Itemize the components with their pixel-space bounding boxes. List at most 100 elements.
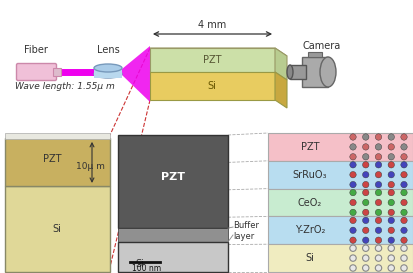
Bar [5, 186, 110, 272]
Text: SrRuO₃: SrRuO₃ [293, 170, 327, 180]
Bar [118, 242, 228, 272]
Polygon shape [150, 48, 275, 72]
Bar [268, 189, 413, 216]
Circle shape [375, 199, 382, 206]
Circle shape [401, 171, 407, 178]
Circle shape [401, 237, 407, 244]
Circle shape [363, 255, 369, 261]
Text: Si: Si [52, 224, 62, 234]
Circle shape [363, 144, 369, 150]
Circle shape [401, 199, 407, 206]
Circle shape [375, 237, 382, 244]
Bar [290, 65, 306, 79]
Text: 4 mm: 4 mm [198, 20, 226, 30]
Text: PZT: PZT [301, 142, 319, 152]
Circle shape [401, 265, 407, 271]
Text: Si: Si [306, 253, 314, 263]
Circle shape [375, 209, 382, 216]
Circle shape [375, 265, 382, 271]
Circle shape [363, 217, 369, 224]
Bar [302, 57, 328, 87]
Text: PZT: PZT [203, 55, 221, 65]
Circle shape [375, 255, 382, 261]
Circle shape [375, 181, 382, 188]
Bar [118, 135, 228, 228]
Ellipse shape [287, 65, 293, 79]
Circle shape [363, 171, 369, 178]
Circle shape [375, 245, 382, 251]
Circle shape [363, 162, 369, 168]
Circle shape [388, 171, 394, 178]
Circle shape [363, 154, 369, 160]
Circle shape [388, 144, 394, 150]
Circle shape [363, 227, 369, 233]
Circle shape [375, 189, 382, 196]
Circle shape [350, 144, 356, 150]
Text: 10μ m: 10μ m [76, 162, 104, 171]
Circle shape [401, 209, 407, 216]
Circle shape [350, 162, 356, 168]
Circle shape [350, 154, 356, 160]
Bar [268, 244, 413, 272]
Circle shape [350, 237, 356, 244]
Bar [5, 133, 110, 139]
Text: Buffer
layer: Buffer layer [233, 221, 259, 241]
Circle shape [388, 134, 394, 140]
Text: Fiber: Fiber [24, 45, 48, 55]
Ellipse shape [94, 70, 122, 78]
Circle shape [401, 227, 407, 233]
Circle shape [401, 154, 407, 160]
Circle shape [375, 162, 382, 168]
Circle shape [350, 209, 356, 216]
Circle shape [401, 189, 407, 196]
Circle shape [401, 144, 407, 150]
Circle shape [350, 181, 356, 188]
Circle shape [388, 189, 394, 196]
Circle shape [388, 199, 394, 206]
Text: Y-ZrO₂: Y-ZrO₂ [295, 225, 325, 235]
Bar [5, 138, 110, 186]
Text: Lens: Lens [97, 45, 119, 55]
Circle shape [350, 245, 356, 251]
Circle shape [363, 265, 369, 271]
Circle shape [375, 217, 382, 224]
Circle shape [388, 217, 394, 224]
Circle shape [363, 199, 369, 206]
Circle shape [388, 209, 394, 216]
Circle shape [401, 134, 407, 140]
Circle shape [350, 171, 356, 178]
Circle shape [363, 181, 369, 188]
FancyBboxPatch shape [17, 64, 57, 81]
Circle shape [350, 217, 356, 224]
Circle shape [363, 237, 369, 244]
Circle shape [350, 265, 356, 271]
Circle shape [401, 162, 407, 168]
Circle shape [388, 181, 394, 188]
Circle shape [350, 199, 356, 206]
Circle shape [388, 237, 394, 244]
Bar [268, 161, 413, 189]
Circle shape [350, 134, 356, 140]
Polygon shape [275, 48, 287, 80]
Text: Wave length: 1.55μ m: Wave length: 1.55μ m [15, 82, 115, 91]
Bar [308, 52, 322, 57]
Bar [268, 133, 413, 161]
Text: 100 nm: 100 nm [132, 264, 161, 273]
Circle shape [401, 181, 407, 188]
Circle shape [388, 245, 394, 251]
Circle shape [350, 227, 356, 233]
Text: Si: Si [208, 81, 216, 91]
Polygon shape [150, 72, 275, 100]
Text: Si: Si [135, 259, 145, 269]
Text: PZT: PZT [43, 155, 61, 164]
Circle shape [401, 255, 407, 261]
Circle shape [401, 245, 407, 251]
Circle shape [401, 217, 407, 224]
Circle shape [363, 245, 369, 251]
Text: Camera: Camera [303, 41, 341, 51]
Text: PZT: PZT [161, 172, 185, 182]
Circle shape [375, 227, 382, 233]
Circle shape [350, 255, 356, 261]
Circle shape [375, 134, 382, 140]
Circle shape [363, 209, 369, 216]
